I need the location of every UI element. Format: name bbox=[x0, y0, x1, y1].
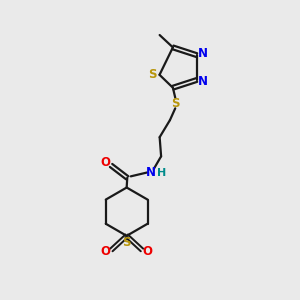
Text: N: N bbox=[198, 47, 208, 60]
Text: S: S bbox=[122, 236, 131, 249]
Text: O: O bbox=[100, 245, 110, 258]
Text: N: N bbox=[198, 75, 208, 88]
Text: N: N bbox=[146, 166, 156, 179]
Text: H: H bbox=[158, 167, 166, 178]
Text: O: O bbox=[143, 245, 153, 258]
Text: S: S bbox=[148, 68, 156, 81]
Text: O: O bbox=[101, 156, 111, 169]
Text: S: S bbox=[171, 97, 179, 110]
